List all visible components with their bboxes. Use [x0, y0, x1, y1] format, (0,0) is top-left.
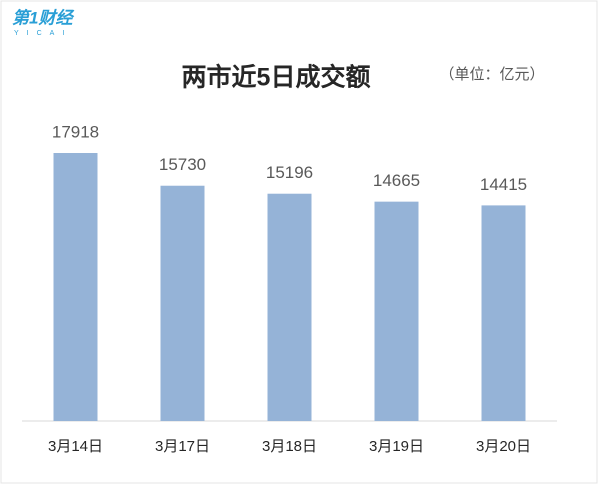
chart-title: 两市近5日成交额: [182, 63, 371, 92]
bar: [267, 193, 312, 421]
x-tick-label: 3月20日: [476, 438, 531, 455]
chart-subtitle: （单位：亿元）: [439, 66, 544, 83]
x-tick-label: 3月19日: [369, 438, 424, 455]
logo-sub: YICAI: [14, 30, 72, 37]
bar: [481, 205, 526, 421]
bar: [160, 185, 205, 421]
bar: [374, 201, 419, 421]
data-label: 14415: [480, 175, 527, 194]
x-tick-label: 3月18日: [262, 438, 317, 455]
data-label: 15196: [266, 163, 313, 182]
bar: [53, 153, 98, 421]
data-label: 17918: [52, 122, 99, 141]
x-tick-label: 3月14日: [48, 438, 103, 455]
logo-brand: 第1财经: [12, 8, 74, 27]
data-label: 15730: [159, 155, 206, 174]
x-tick-label: 3月17日: [155, 438, 210, 455]
data-label: 14665: [373, 171, 420, 190]
